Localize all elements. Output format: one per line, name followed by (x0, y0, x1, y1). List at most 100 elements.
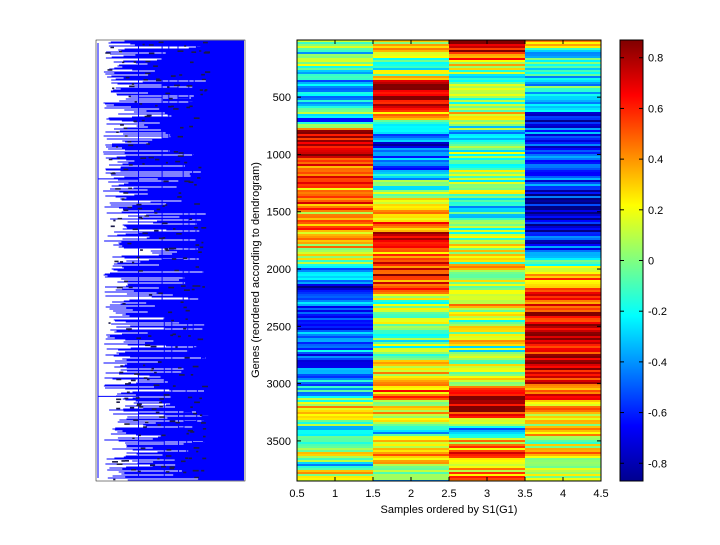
heatmap-cell (373, 326, 449, 328)
x-tick-label: 3 (484, 488, 490, 500)
heatmap-cell (373, 310, 449, 312)
heatmap-cell (525, 438, 601, 440)
heatmap-cell (525, 304, 601, 306)
heatmap-cell (373, 132, 449, 134)
heatmap-cell (373, 74, 449, 76)
heatmap-cell (297, 430, 373, 432)
heatmap-cell (373, 404, 449, 406)
heatmap-cell (449, 150, 525, 152)
heatmap-cell (297, 142, 373, 144)
heatmap-cell (525, 48, 601, 50)
heatmap-cell (449, 230, 525, 232)
heatmap-cell (297, 248, 373, 250)
colorbar-tick-label: 0.8 (648, 53, 663, 65)
heatmap-cell (525, 82, 601, 84)
heatmap-cell (449, 130, 525, 132)
heatmap-cell (525, 162, 601, 164)
heatmap-cell (373, 260, 449, 262)
heatmap-cell (449, 136, 525, 138)
y-axis-label: Genes (reordered according to dendrogram… (250, 162, 262, 378)
y-tick-label: 1500 (267, 207, 291, 219)
heatmap-cell (373, 366, 449, 368)
heatmap-cell (449, 306, 525, 308)
heatmap-cell (373, 82, 449, 84)
heatmap-cell (525, 330, 601, 332)
heatmap-cell (297, 206, 373, 208)
heatmap-cell (449, 450, 525, 452)
heatmap-cell (449, 244, 525, 246)
heatmap-cell (373, 152, 449, 154)
heatmap-cell (297, 210, 373, 212)
heatmap-cell (525, 450, 601, 452)
heatmap-cell (373, 436, 449, 438)
heatmap-cell (449, 420, 525, 422)
heatmap-cell (297, 412, 373, 414)
heatmap-cell (449, 434, 525, 436)
heatmap-cell (297, 136, 373, 138)
heatmap-cell (297, 88, 373, 90)
heatmap-cell (297, 100, 373, 102)
heatmap-cell (297, 124, 373, 126)
heatmap-cell (373, 362, 449, 364)
heatmap-cell (525, 246, 601, 248)
heatmap-cell (449, 122, 525, 124)
heatmap-cell (449, 176, 525, 178)
heatmap-cell (525, 154, 601, 156)
heatmap-cell (373, 196, 449, 198)
heatmap-cell (297, 54, 373, 56)
heatmap-cell (297, 448, 373, 450)
heatmap-cell (373, 140, 449, 142)
heatmap-cell (373, 446, 449, 448)
heatmap-cell (373, 394, 449, 396)
heatmap-cell (373, 456, 449, 458)
heatmap-cell (525, 226, 601, 228)
colorbar-tick-label: -0.6 (648, 408, 667, 420)
heatmap-cell (449, 188, 525, 190)
heatmap-cell (373, 244, 449, 246)
heatmap-cell (525, 442, 601, 444)
heatmap-cell (297, 172, 373, 174)
heatmap-cell (373, 332, 449, 334)
heatmap-cell (525, 152, 601, 154)
heatmap-cell (297, 134, 373, 136)
heatmap-cell (373, 216, 449, 218)
heatmap-cell (297, 362, 373, 364)
heatmap-cell (373, 96, 449, 98)
heatmap-cell (525, 362, 601, 364)
heatmap-cell (373, 250, 449, 252)
heatmap-cell (449, 332, 525, 334)
heatmap-cell (373, 458, 449, 460)
heatmap-cell (525, 190, 601, 192)
heatmap-cell (449, 470, 525, 472)
heatmap-cell (297, 454, 373, 456)
heatmap-cell (449, 108, 525, 110)
heatmap-cell (525, 234, 601, 236)
heatmap-cell (373, 204, 449, 206)
heatmap-cell (297, 266, 373, 268)
heatmap-cell (373, 212, 449, 214)
heatmap-cell (297, 180, 373, 182)
heatmap-cell (449, 390, 525, 392)
heatmap-cell (373, 360, 449, 362)
heatmap-cell (373, 298, 449, 300)
heatmap-cell (373, 118, 449, 120)
heatmap-cell (373, 172, 449, 174)
heatmap-cell (373, 474, 449, 476)
heatmap-cell (373, 158, 449, 160)
heatmap-cell (297, 244, 373, 246)
heatmap-cell (373, 230, 449, 232)
heatmap-cell (449, 182, 525, 184)
heatmap-cell (525, 342, 601, 344)
heatmap-cell (449, 352, 525, 354)
heatmap-cell (525, 150, 601, 152)
heatmap-cell (525, 142, 601, 144)
heatmap-cell (297, 284, 373, 286)
heatmap-cell (297, 166, 373, 168)
heatmap-cell (449, 354, 525, 356)
heatmap-cell (297, 256, 373, 258)
heatmap-cell (373, 384, 449, 386)
heatmap-cell (373, 104, 449, 106)
heatmap-cell (297, 342, 373, 344)
heatmap-cell (297, 52, 373, 54)
heatmap-cell (373, 100, 449, 102)
